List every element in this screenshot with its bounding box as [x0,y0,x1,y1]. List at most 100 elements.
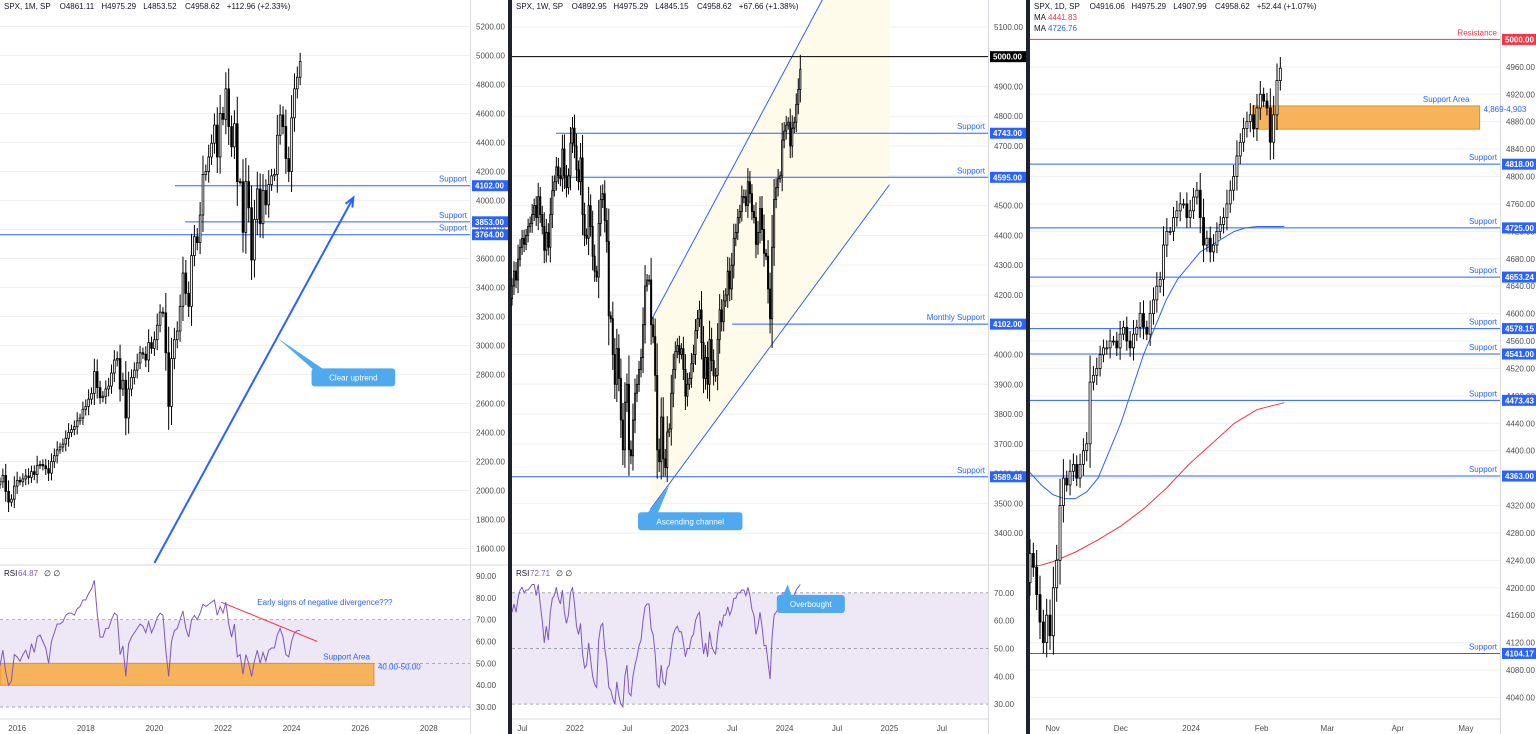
uptrend-arrowhead [344,195,355,208]
candle-body [633,392,637,421]
candle-body [30,471,33,478]
candle-body [270,175,273,185]
candle-body [688,377,691,385]
y-tick-label: 4320.00 [1506,502,1535,511]
candle-body [1155,285,1159,301]
price-tag-text: 4743.00 [993,129,1022,138]
y-tick-label: 4440.00 [1506,419,1535,428]
price-tag-text: 5000.00 [993,53,1022,62]
candle-body [15,479,19,487]
candle-body [769,288,772,320]
candle-body [543,226,546,251]
candle-body [281,114,285,127]
y-tick-label: 5200.00 [476,23,505,32]
header-symbol: SPX, 1D, SP [1034,2,1080,11]
candle-body [686,383,689,397]
candle-body [230,126,233,148]
candle-body [585,234,588,239]
candle-body [692,354,695,364]
candle-body [1058,505,1062,561]
price-tag-box [1502,348,1536,360]
y-tick-label: 3600.00 [476,255,505,264]
candle-body [1081,450,1085,465]
x-tick-label: 2016 [8,724,26,733]
header-c: C4958.62 [185,2,220,11]
candle-body [577,169,580,183]
header-c: C4958.62 [697,2,732,11]
candle-body [195,236,199,243]
candle-body [4,475,8,492]
candle-body [1078,463,1082,479]
candle-body [247,181,250,209]
candle-body [0,481,2,486]
x-tick-label: Mar [1321,724,1335,733]
y-tick-label: 3500.00 [994,499,1023,508]
candle-body [771,246,774,320]
x-tick-label: 2024 [776,724,794,733]
candle-body [1272,114,1276,143]
price-tag-box [472,229,508,241]
candle-body [1162,244,1165,280]
level-label: Monthly Support [927,313,986,322]
candle-body [1222,217,1226,225]
header-o: O4861.11 [60,2,95,11]
candle-body [187,292,190,307]
candle-body [27,475,30,478]
candle-body [221,113,225,120]
candle-body [1165,230,1169,246]
panel-separator [1500,0,1501,734]
candle-body [523,237,526,245]
candle-body [674,351,677,370]
candle-body [13,485,16,500]
rsi-support-range: 40.00-50.00 [378,662,421,671]
callout-text: Clear uptrend [329,373,377,382]
candle-body [767,255,770,290]
candle-body [290,117,293,172]
support-area-zone [1252,105,1481,130]
candle-body [1265,100,1269,109]
y-tick-label: 2000.00 [476,487,505,496]
y-tick-label: 4640.00 [1506,282,1535,291]
price-tag-text: 4363.00 [1505,472,1534,481]
candle-body [1238,141,1242,157]
rsi-support-area [0,662,375,686]
candle-body [1152,299,1155,314]
y-tick-label: 4200.00 [476,168,505,177]
level-label: Support [1469,642,1498,651]
candle-body [55,449,59,457]
candle-body [210,142,213,158]
y-tick-label: 4000.00 [476,197,505,206]
panel-separator [470,0,471,734]
candle-body [726,270,729,296]
y-tick-label: 1600.00 [476,545,505,554]
candle-body [762,229,766,254]
candle-body [1148,313,1152,335]
candle-body [662,416,665,460]
candle-body [678,345,681,355]
divergence-label: Early signs of negative divergence??? [257,598,393,607]
candle-body [178,305,182,332]
candle-body [181,272,185,307]
x-tick-label: 2018 [77,724,95,733]
x-tick-label: 2026 [351,724,369,733]
candle-body [1275,80,1279,116]
candle-body [141,352,145,355]
candle-body [1218,224,1222,232]
y-tick-label: 5000.00 [476,52,505,61]
rsi-title: RSI [4,569,17,578]
candle-body [589,205,592,227]
price-tag-text: 4595.00 [993,173,1022,182]
candle-body [1195,189,1199,198]
candle-body [658,449,661,463]
x-tick-label: Jul [622,724,632,733]
candle-body [736,217,739,233]
header-symbol: SPX, 1W, SP [516,2,563,11]
y-tick-label: 1800.00 [476,516,505,525]
candle-body [563,148,566,177]
header-chg: +112.96 (+2.33%) [227,2,291,11]
candle-body [775,187,778,201]
candle-body [754,217,757,245]
candle-body [517,258,520,281]
header-o: O4892.95 [572,2,608,11]
